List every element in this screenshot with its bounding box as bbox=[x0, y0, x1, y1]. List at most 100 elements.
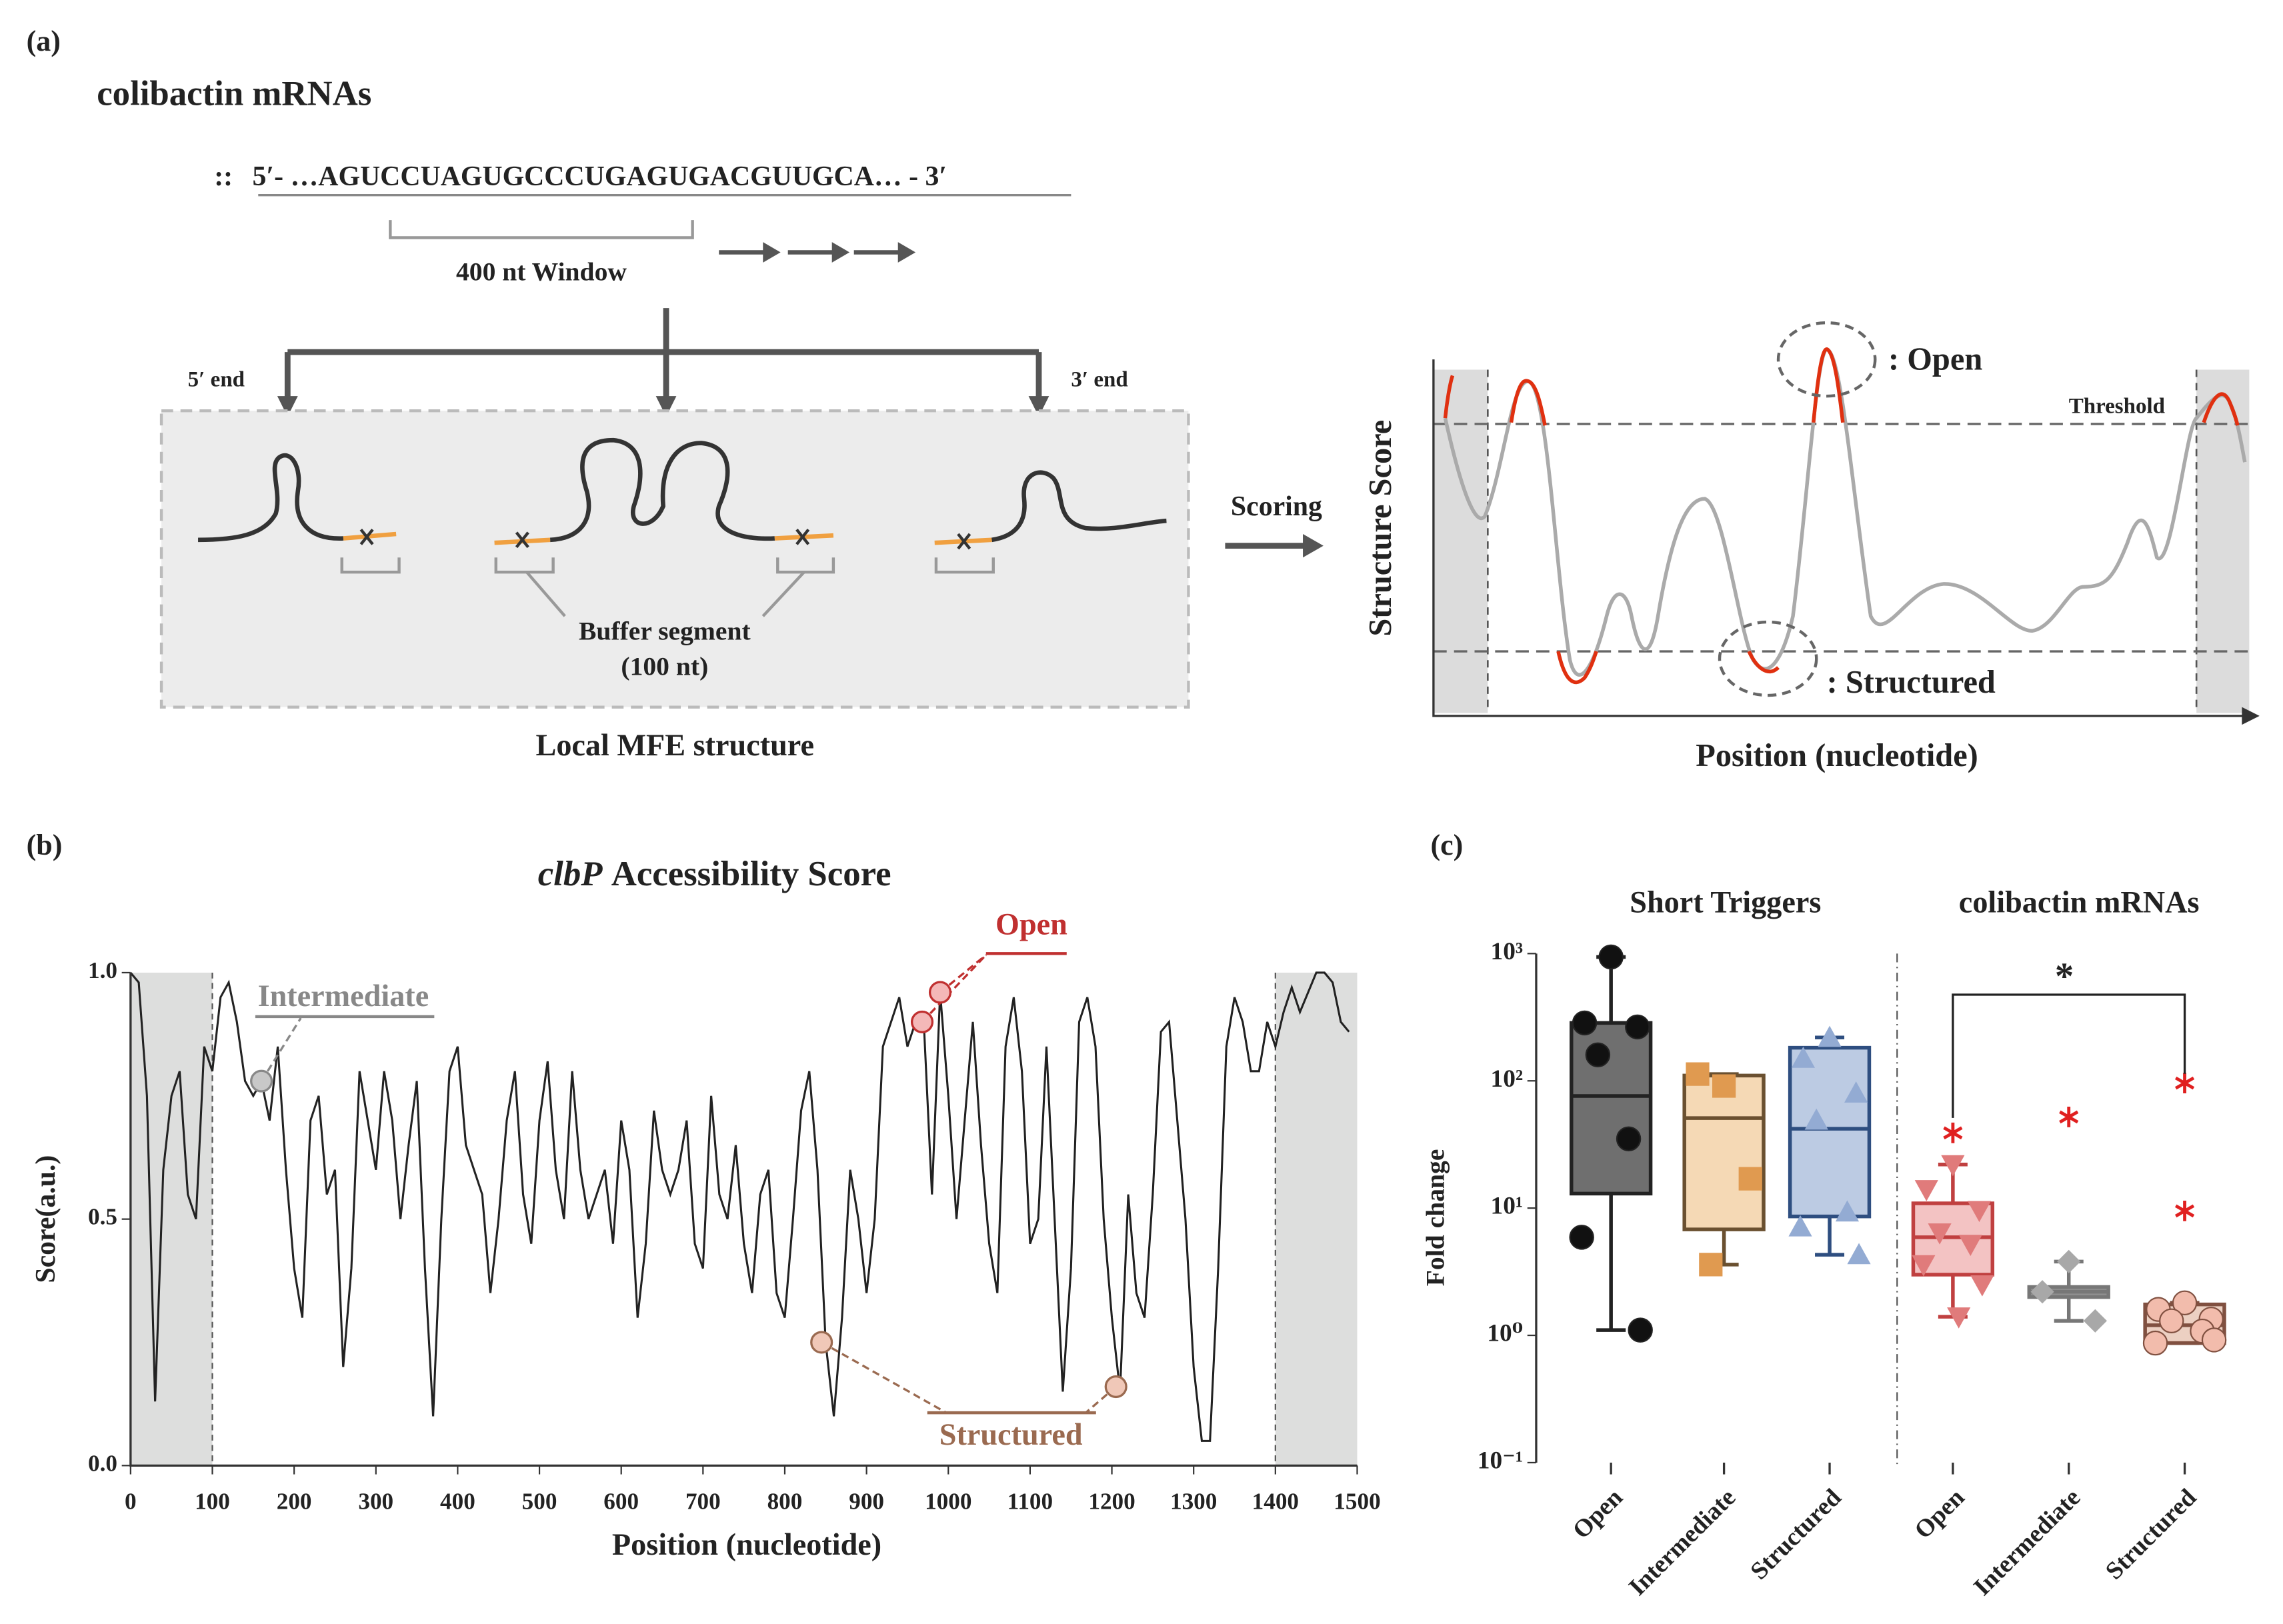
point bbox=[1914, 1180, 1938, 1201]
point bbox=[1628, 1317, 1653, 1343]
x-tick-label: 200 bbox=[277, 1489, 312, 1515]
point bbox=[1585, 1042, 1611, 1067]
point bbox=[1967, 1201, 1992, 1223]
annotation-label: Intermediate bbox=[258, 979, 429, 1013]
point bbox=[2159, 1308, 2184, 1333]
y-axis-label: Fold change bbox=[1421, 1149, 1450, 1287]
scoring-label: Scoring bbox=[1231, 491, 1322, 522]
point bbox=[1804, 1108, 1828, 1130]
point bbox=[1970, 1275, 1994, 1297]
end5-label: 5′ end bbox=[188, 368, 245, 392]
point bbox=[1598, 944, 1624, 970]
point bbox=[1791, 1047, 1816, 1068]
x-tick-label: Open bbox=[1568, 1484, 1628, 1545]
annotation-connector bbox=[939, 954, 987, 993]
buffer-size: (100 nt) bbox=[621, 652, 708, 681]
point bbox=[1818, 1025, 1842, 1047]
point bbox=[1788, 1215, 1812, 1237]
y-axis-label: Score(a.u.) bbox=[31, 1155, 61, 1283]
title-text: Accessibility Score bbox=[611, 855, 891, 893]
point bbox=[1912, 1255, 1936, 1277]
sequence: 5′- …AGUCCUAGUGCCCUGAGUGACGUUGCA… - 3′ bbox=[252, 161, 947, 192]
point bbox=[1941, 1155, 1965, 1177]
end3-label: 3′ end bbox=[1071, 368, 1127, 392]
annotation-label: Open bbox=[995, 907, 1067, 941]
y-tick-label: 1.0 bbox=[88, 957, 117, 983]
annotation-marker bbox=[928, 981, 952, 1004]
y-tick-label: 10⁻¹ bbox=[1478, 1447, 1523, 1475]
x-tick-label: Intermediate bbox=[1624, 1484, 1741, 1601]
point bbox=[1625, 1014, 1650, 1040]
schematic-plot bbox=[1432, 321, 2260, 725]
open-label: : Open bbox=[1888, 342, 1982, 377]
outlier bbox=[2174, 1200, 2195, 1221]
x-tick-label: 600 bbox=[603, 1489, 639, 1515]
annotation-marker bbox=[910, 1010, 934, 1033]
x-tick-label: 800 bbox=[767, 1489, 803, 1515]
point bbox=[1616, 1126, 1642, 1151]
point bbox=[2172, 1290, 2198, 1316]
x-tick-label: 1100 bbox=[1007, 1489, 1053, 1515]
y-tick-label: 0.0 bbox=[88, 1450, 117, 1476]
axes bbox=[129, 972, 1358, 1467]
shaded-region bbox=[1275, 972, 1358, 1466]
x-tick-label: 500 bbox=[522, 1489, 557, 1515]
x-tick-label: 1300 bbox=[1170, 1489, 1217, 1515]
point bbox=[1928, 1223, 1952, 1245]
line-chart: 0 100 200 300 400 500 600 700 800 900 1000 1100 1200… bbox=[88, 907, 1381, 1514]
x-axis-label: Position (nucleotide) bbox=[1696, 738, 1978, 773]
x-tick-label: 1400 bbox=[1252, 1489, 1299, 1515]
annotation-connector bbox=[821, 1341, 947, 1414]
prefix: :: bbox=[214, 161, 233, 192]
x-tick-label: 400 bbox=[440, 1489, 475, 1515]
point bbox=[2083, 1309, 2107, 1333]
annotation-marker bbox=[810, 1331, 833, 1354]
x-tick-label: Open bbox=[1910, 1484, 1970, 1545]
title-italic: clbP bbox=[538, 855, 603, 893]
data-line bbox=[129, 971, 1350, 1442]
box bbox=[1682, 1073, 1766, 1231]
x-tick-label: 1500 bbox=[1334, 1489, 1380, 1515]
point bbox=[1569, 1225, 1594, 1250]
panel-label: (b) bbox=[27, 829, 63, 861]
x-tick-label: Intermediate bbox=[1969, 1484, 2086, 1601]
panel-a: (a) colibactin mRNAs :: 5′- …AGUCCUAGUGC… bbox=[27, 25, 2260, 773]
x-tick-label: Structured bbox=[2100, 1484, 2202, 1585]
x-tick-label: Structured bbox=[1746, 1484, 1847, 1585]
point bbox=[1844, 1081, 1868, 1103]
y-tick-label: 10⁰ bbox=[1487, 1320, 1523, 1347]
x-tick-label: 900 bbox=[849, 1489, 884, 1515]
annotation-connector bbox=[260, 1017, 302, 1082]
annotation-marker bbox=[250, 1069, 273, 1093]
mfe-box bbox=[159, 409, 1190, 709]
x-tick-label: 1200 bbox=[1088, 1489, 1135, 1515]
branch-arrows bbox=[277, 308, 1049, 417]
significance-bracket bbox=[1952, 993, 2186, 1118]
y-tick-label: 10³ bbox=[1491, 938, 1524, 965]
outlier bbox=[2174, 1073, 2195, 1094]
buffer-label: Buffer segment bbox=[579, 617, 751, 646]
slide-arrows bbox=[719, 242, 916, 263]
x-tick-label: 100 bbox=[195, 1489, 230, 1515]
point bbox=[1699, 1253, 1723, 1277]
panel-label: (c) bbox=[1431, 829, 1464, 861]
point bbox=[2142, 1330, 2168, 1356]
rna-structures bbox=[198, 437, 1167, 617]
box bbox=[1788, 1045, 1872, 1219]
chart-title: clbP Accessibility Score bbox=[538, 855, 891, 893]
point bbox=[1572, 1010, 1598, 1036]
mfe-label: Local MFE structure bbox=[536, 728, 814, 762]
panel-title: colibactin mRNAs bbox=[97, 74, 371, 113]
threshold-label: Threshold bbox=[2069, 394, 2165, 418]
point bbox=[2030, 1280, 2054, 1304]
panel-c: (c) Fold change bbox=[1421, 829, 1898, 1467]
point bbox=[1686, 1062, 1710, 1086]
window-label: 400 nt Window bbox=[456, 257, 627, 287]
group-title: Short Triggers bbox=[1630, 885, 1821, 919]
x-tick-label: 0 bbox=[125, 1489, 137, 1515]
y-tick-label: 10¹ bbox=[1491, 1193, 1524, 1220]
y-tick-label: 10² bbox=[1491, 1065, 1524, 1093]
outlier bbox=[1943, 1122, 1963, 1143]
